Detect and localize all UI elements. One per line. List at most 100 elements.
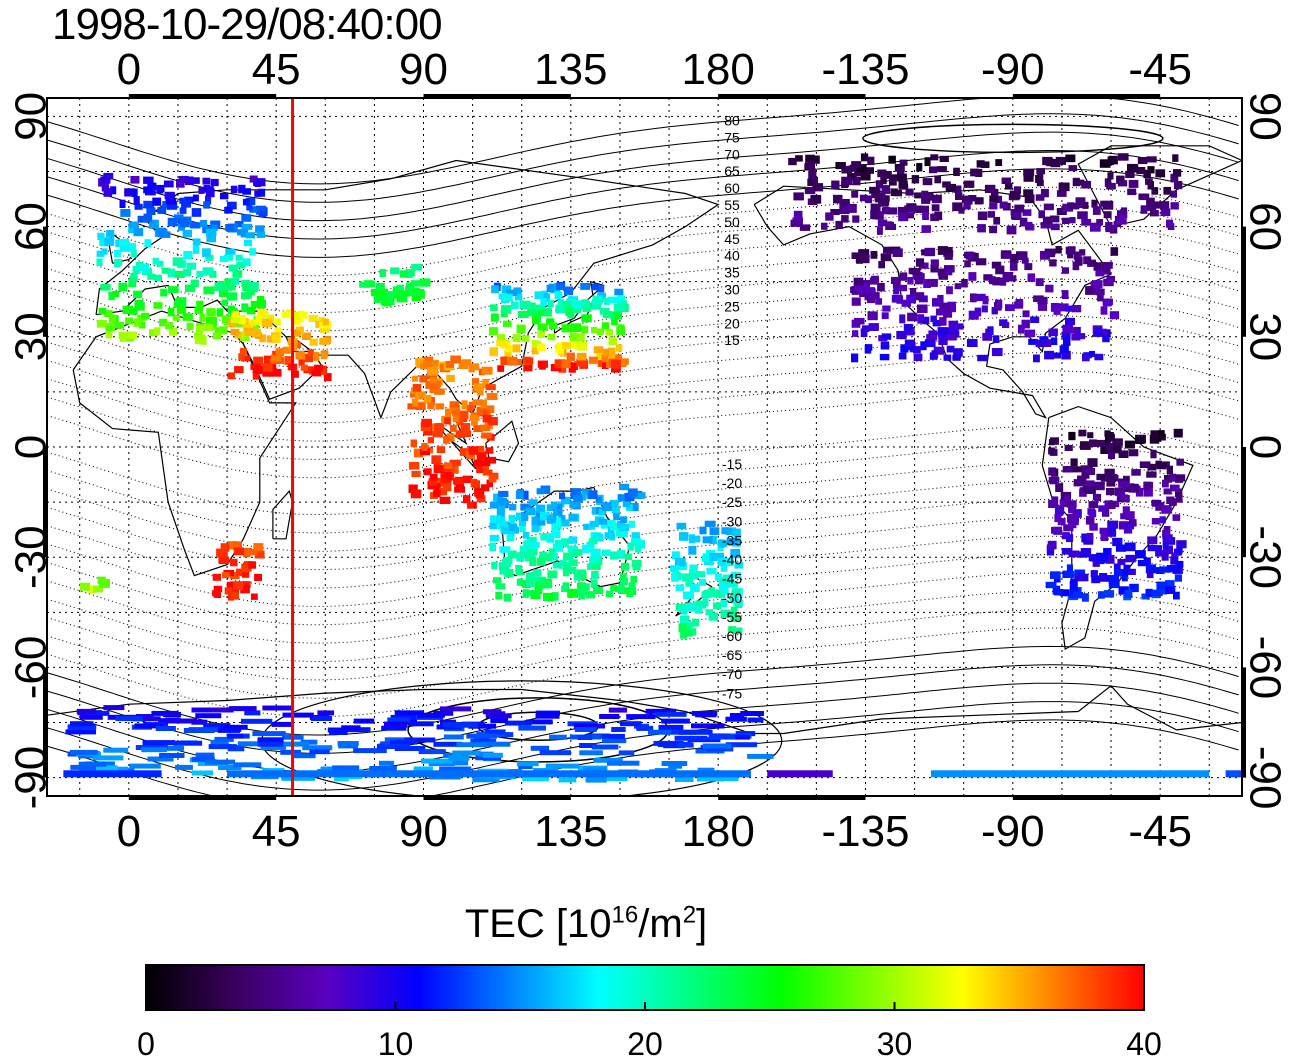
tec-point xyxy=(570,323,581,332)
tec-point xyxy=(124,188,135,197)
colorbar-tick-labels: 0 10 20 30 40 xyxy=(137,1002,1162,1060)
tec-point xyxy=(1065,305,1074,312)
tec-point xyxy=(412,398,419,407)
tec-point xyxy=(233,762,262,768)
tec-point xyxy=(708,587,715,594)
tec-point xyxy=(976,160,985,168)
magnetic-latitude-contours xyxy=(47,98,1239,796)
tec-point xyxy=(531,340,539,348)
tec-point xyxy=(725,742,758,748)
tec-point xyxy=(308,314,319,322)
tec-point xyxy=(854,284,866,291)
tec-point xyxy=(591,571,599,579)
tec-point xyxy=(126,331,137,340)
tec-point xyxy=(1100,306,1108,315)
tec-point xyxy=(984,184,996,193)
tec-point xyxy=(1166,565,1176,573)
tec-point xyxy=(916,163,923,172)
tec-point xyxy=(130,249,137,258)
tec-point xyxy=(1082,353,1090,362)
tec-point xyxy=(259,210,267,218)
tec-point xyxy=(130,176,140,184)
tec-point xyxy=(495,591,503,600)
tec-point xyxy=(704,520,716,527)
tec-point xyxy=(899,159,908,166)
tec-point xyxy=(168,286,179,293)
tec-point xyxy=(604,532,612,539)
tec-point xyxy=(683,621,694,628)
contour-line xyxy=(47,517,1239,607)
tec-point xyxy=(999,319,1008,326)
tec-point xyxy=(913,292,925,301)
tec-point xyxy=(906,294,916,304)
tec-point xyxy=(977,354,989,362)
tec-point xyxy=(1054,506,1065,515)
tec-point xyxy=(408,484,418,493)
tec-point xyxy=(874,193,883,202)
tec-point xyxy=(186,262,197,270)
tec-point xyxy=(582,544,591,553)
tec-point xyxy=(948,320,959,328)
tec-point xyxy=(504,720,532,726)
tec-point xyxy=(715,776,739,781)
tec-point xyxy=(576,352,587,361)
tec-point xyxy=(929,166,937,174)
tec-point xyxy=(238,184,246,194)
tec-point xyxy=(536,343,546,351)
tec-point xyxy=(128,226,137,234)
tec-point xyxy=(617,584,625,593)
tec-point xyxy=(942,181,951,188)
tec-point xyxy=(1061,350,1071,360)
lon-tick-label-top: 135 xyxy=(534,45,607,94)
tec-point xyxy=(427,437,434,444)
coastline xyxy=(553,280,605,334)
tec-point xyxy=(241,279,251,287)
tec-point xyxy=(930,154,939,161)
tec-point xyxy=(128,221,138,229)
tec-point xyxy=(1085,286,1096,295)
tec-point xyxy=(547,570,558,579)
tec-point xyxy=(496,340,506,347)
tec-point xyxy=(690,584,700,593)
tec-point xyxy=(1087,432,1094,439)
tec-point xyxy=(1051,496,1059,503)
tec-point xyxy=(1106,528,1117,537)
tec-point xyxy=(712,602,721,610)
tec-point xyxy=(373,294,384,303)
tec-point xyxy=(705,609,713,616)
tec-point xyxy=(860,172,871,181)
tec-point xyxy=(1071,466,1081,473)
tec-point xyxy=(165,322,174,330)
tec-point xyxy=(939,317,947,326)
tec-point xyxy=(99,578,110,588)
tec-point xyxy=(1048,439,1055,446)
tec-point xyxy=(619,523,629,531)
tec-point xyxy=(1107,520,1119,529)
tec-point xyxy=(1137,560,1149,567)
tec-point xyxy=(295,326,304,335)
tec-point xyxy=(517,311,529,318)
tec-point xyxy=(590,548,601,558)
tec-point xyxy=(191,177,200,184)
tec-point xyxy=(468,365,475,373)
tec-point xyxy=(624,492,635,502)
tec-point xyxy=(465,451,475,460)
tec-point xyxy=(624,553,632,561)
tec-point xyxy=(1040,188,1049,198)
tec-point xyxy=(952,202,963,212)
tec-point xyxy=(236,261,246,269)
tec-point xyxy=(720,599,728,607)
tec-point xyxy=(1065,154,1076,163)
tec-point xyxy=(497,334,505,341)
tec-point xyxy=(487,416,498,426)
tec-point xyxy=(679,615,690,625)
tec-point xyxy=(1159,201,1170,210)
tec-point xyxy=(1128,179,1139,188)
tec-point xyxy=(292,317,301,325)
coastline xyxy=(72,310,297,577)
tec-point xyxy=(536,504,546,513)
tec-point xyxy=(614,354,622,362)
tec-point xyxy=(1056,190,1067,197)
tec-point xyxy=(892,248,903,257)
tec-point xyxy=(953,348,963,357)
